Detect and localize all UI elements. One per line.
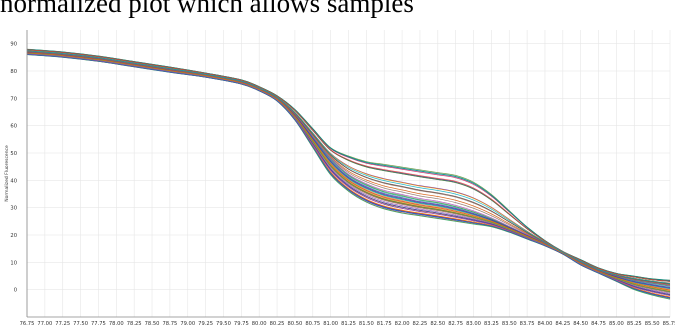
y-tick-label-1: 10: [10, 260, 17, 266]
x-tick-label-17: 81.00: [323, 321, 338, 327]
curve-series-45: [26, 50, 671, 284]
x-tick-label-26: 83.25: [484, 321, 499, 327]
y-tick-label-5: 50: [10, 151, 17, 157]
y-axis-label: Normalized Fluorescence: [4, 145, 10, 202]
x-tick-label-27: 83.50: [502, 321, 517, 327]
x-tick-label-12: 79.75: [234, 321, 249, 327]
axes: [26, 30, 670, 318]
y-tick-label-6: 60: [10, 124, 17, 130]
y-tick-label-4: 40: [10, 178, 17, 184]
x-tick-label-31: 84.50: [573, 321, 588, 327]
x-tick-label-34: 85.25: [627, 321, 642, 327]
y-tick-label-2: 20: [10, 233, 17, 239]
curve-series-40: [26, 51, 671, 288]
x-tick-label-11: 79.50: [216, 321, 231, 327]
x-tick-label-36: 85.75: [663, 321, 675, 327]
x-tick-label-2: 77.25: [55, 321, 70, 327]
x-tick-label-5: 78.00: [109, 321, 124, 327]
x-tick-label-35: 85.50: [645, 321, 660, 327]
x-tick-label-32: 84.75: [591, 321, 606, 327]
y-tick-label-0: 0: [14, 288, 17, 294]
curve-series-41: [26, 49, 671, 282]
y-tick-label-3: 30: [10, 206, 17, 212]
x-tick-label-6: 78.25: [127, 321, 142, 327]
x-tick-label-10: 79.25: [198, 321, 213, 327]
y-tick-label-9: 90: [10, 42, 17, 48]
curve-series-group: [26, 48, 671, 300]
x-tick-label-33: 85.00: [609, 321, 624, 327]
x-tick-label-15: 80.50: [287, 321, 302, 327]
curve-series-44: [26, 51, 671, 286]
x-tick-label-3: 77.50: [73, 321, 88, 327]
x-tick-label-29: 84.00: [538, 321, 553, 327]
x-tick-label-16: 80.75: [305, 321, 320, 327]
x-tick-label-8: 78.75: [162, 321, 177, 327]
y-tick-label-7: 70: [10, 96, 17, 102]
x-tick-label-14: 80.25: [270, 321, 285, 327]
x-tick-label-23: 82.50: [430, 321, 445, 327]
x-tick-label-22: 82.25: [413, 321, 428, 327]
x-tick-label-0: 76.75: [20, 321, 35, 327]
x-tick-label-21: 82.00: [395, 321, 410, 327]
x-tick-label-4: 77.75: [91, 321, 106, 327]
x-tick-label-30: 84.25: [555, 321, 570, 327]
caption-text: normalized plot which allows samples: [0, 0, 414, 18]
x-tick-label-13: 80.00: [252, 321, 267, 327]
curve-series-47: [26, 52, 671, 291]
grid-lines: [26, 30, 671, 317]
x-tick-label-28: 83.75: [520, 321, 535, 327]
x-tick-label-7: 78.50: [145, 321, 160, 327]
x-tick-label-25: 83.00: [466, 321, 481, 327]
x-tick-label-1: 77.00: [37, 321, 52, 327]
x-tick-label-9: 79.00: [180, 321, 195, 327]
x-tick-label-24: 82.75: [448, 321, 463, 327]
y-tick-labels: 0 10 20 30 40 50 60 70 80 90: [10, 42, 17, 294]
curve-series-48: [26, 53, 671, 299]
y-tick-label-8: 80: [10, 69, 17, 75]
x-tick-label-20: 81.75: [377, 321, 392, 327]
x-tick-labels: 76.75 77.00 77.25 77.50 77.75 78.00 78.25 78.50…: [20, 321, 675, 327]
x-tick-label-18: 81.25: [341, 321, 356, 327]
x-tick-label-19: 81.50: [359, 321, 374, 327]
